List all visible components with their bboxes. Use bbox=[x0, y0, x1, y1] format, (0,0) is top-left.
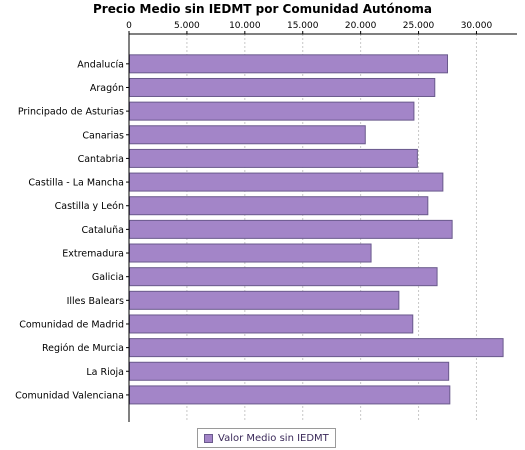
bar bbox=[129, 361, 450, 381]
category-label: Galicia bbox=[92, 272, 124, 283]
x-tick-label: 20.000 bbox=[345, 21, 377, 31]
bar bbox=[129, 385, 451, 405]
x-tick-label: 10.000 bbox=[229, 21, 261, 31]
category-label: Comunidad Valenciana bbox=[15, 390, 124, 401]
category-label: Cataluña bbox=[81, 225, 124, 236]
gridlines bbox=[186, 34, 477, 422]
legend-swatch bbox=[204, 433, 213, 443]
x-tick-label: 30.000 bbox=[461, 21, 493, 31]
category-label: Región de Murcia bbox=[42, 343, 124, 354]
bar bbox=[129, 101, 415, 121]
category-label: Extremadura bbox=[62, 249, 124, 260]
x-tick-label: 0 bbox=[126, 21, 132, 31]
x-tick-label: 5.000 bbox=[174, 21, 200, 31]
chart-title: Precio Medio sin IEDMT por Comunidad Aut… bbox=[93, 2, 432, 16]
category-label: Aragón bbox=[90, 83, 124, 94]
bar bbox=[129, 125, 366, 145]
bar bbox=[129, 338, 504, 358]
bar bbox=[129, 196, 429, 216]
category-label: Canarias bbox=[82, 130, 124, 141]
axes bbox=[126, 31, 517, 422]
category-label: Andalucía bbox=[77, 59, 124, 70]
bar bbox=[129, 148, 418, 168]
x-tick-label: 15.000 bbox=[287, 21, 319, 31]
bar bbox=[129, 172, 444, 192]
category-label: Castilla y León bbox=[55, 201, 124, 212]
category-label: Castilla - La Mancha bbox=[28, 178, 124, 189]
category-label: Cantabria bbox=[78, 154, 124, 165]
category-label: Principado de Asturias bbox=[18, 107, 124, 118]
x-tick-label: 25.000 bbox=[403, 21, 435, 31]
bar bbox=[129, 54, 449, 74]
category-label: Illes Balears bbox=[67, 296, 124, 307]
category-label: Comunidad de Madrid bbox=[19, 319, 124, 330]
category-labels: Andalucía Aragón Principado de Asturias Can… bbox=[15, 59, 124, 401]
bar bbox=[129, 267, 438, 287]
legend: Valor Medio sin IEDMT bbox=[197, 428, 336, 448]
bar bbox=[129, 290, 400, 310]
x-tick-labels: 0 5.000 10.000 15.000 20.000 25.000 30.000 bbox=[126, 21, 492, 31]
bars bbox=[129, 54, 504, 405]
bar bbox=[129, 243, 372, 263]
category-label: La Rioja bbox=[86, 367, 124, 378]
legend-label: Valor Medio sin IEDMT bbox=[218, 432, 329, 444]
bar bbox=[129, 219, 453, 239]
bar bbox=[129, 77, 436, 97]
bar bbox=[129, 314, 414, 334]
